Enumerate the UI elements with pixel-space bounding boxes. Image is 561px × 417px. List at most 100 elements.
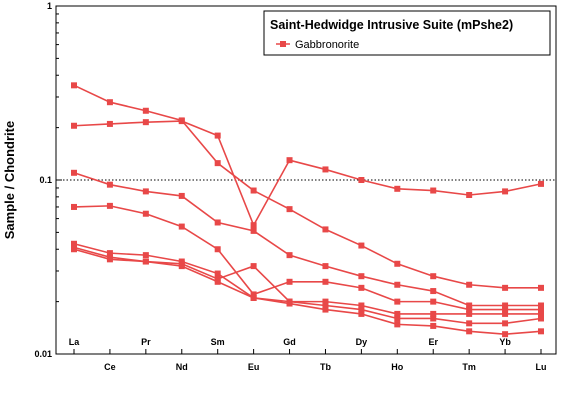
series-layer (71, 82, 544, 338)
data-point (250, 187, 257, 194)
data-point (142, 252, 149, 259)
data-point (106, 181, 113, 188)
data-point (430, 298, 437, 305)
data-point (322, 166, 329, 173)
data-point (430, 310, 437, 317)
y-tick-label: 0.01 (34, 349, 52, 359)
series-line-7 (73, 248, 542, 335)
data-point (430, 273, 437, 280)
data-point (250, 294, 257, 301)
data-point (250, 222, 257, 229)
y-tick-label: 0.1 (39, 175, 52, 185)
data-point (322, 278, 329, 285)
x-tick-label-pr: Pr (141, 337, 151, 347)
data-point (394, 260, 401, 267)
data-point (178, 192, 185, 199)
data-point (502, 302, 509, 309)
data-point (106, 256, 113, 263)
data-point (214, 246, 221, 253)
data-point (214, 219, 221, 226)
data-point (394, 321, 401, 328)
data-point (71, 240, 77, 247)
y-axis-ticks: 1 0.1 0.01 (34, 1, 62, 359)
data-point (538, 180, 544, 187)
data-point (142, 210, 149, 217)
legend: Saint-Hedwidge Intrusive Suite (mPshe2) … (263, 10, 551, 56)
data-point (286, 206, 293, 213)
data-point (538, 306, 544, 313)
data-point (430, 322, 437, 329)
data-point (502, 331, 509, 338)
data-point (538, 315, 544, 322)
data-point (466, 320, 473, 327)
data-point (214, 270, 221, 277)
data-point (358, 306, 365, 313)
data-point (322, 263, 329, 270)
data-point (71, 82, 77, 89)
series-line-2 (73, 120, 542, 228)
data-point (394, 298, 401, 305)
data-point (358, 177, 365, 183)
data-point (466, 191, 473, 198)
y-axis-label: Sample / Chondrite (2, 121, 17, 239)
series-line-5 (73, 243, 541, 315)
data-point (466, 281, 473, 288)
legend-title: Saint-Hedwidge Intrusive Suite (mPshe2) (270, 18, 513, 32)
data-point (71, 122, 77, 129)
data-point (286, 157, 293, 164)
data-point (466, 328, 473, 335)
data-point (502, 284, 509, 291)
data-point (502, 188, 509, 195)
data-point (394, 310, 401, 317)
data-point (142, 188, 149, 195)
data-point (178, 118, 185, 125)
x-axis-ticks: La Ce Pr Nd Sm Eu Gd Tb Dy Ho Er Tm Yb Lu (69, 337, 547, 372)
x-tick-label-dy: Dy (356, 337, 368, 347)
data-point (250, 263, 257, 270)
x-tick-label-la: La (69, 337, 80, 347)
data-point (250, 227, 257, 234)
data-point (250, 291, 257, 298)
x-tick-label-nd: Nd (176, 362, 188, 372)
x-tick-label-ce: Ce (104, 362, 116, 372)
data-point (322, 306, 329, 313)
series-line-1 (73, 84, 541, 289)
data-point (502, 320, 509, 327)
data-point (322, 298, 329, 305)
data-point (358, 242, 365, 249)
data-point (286, 300, 293, 307)
data-point (394, 185, 401, 192)
x-tick-label-lu: Lu (536, 362, 547, 372)
series-line-3 (73, 172, 541, 307)
data-point (358, 310, 365, 317)
x-tick-label-tb: Tb (320, 362, 331, 372)
data-point (106, 120, 113, 127)
data-point (538, 328, 544, 335)
x-tick-label-ho: Ho (391, 362, 403, 372)
data-point (214, 160, 221, 167)
data-point (430, 315, 437, 322)
x-tick-label-sm: Sm (211, 337, 225, 347)
data-point (430, 187, 437, 194)
data-point (106, 250, 113, 257)
data-point (71, 203, 77, 210)
data-point (502, 306, 509, 313)
x-tick-label-er: Er (428, 337, 438, 347)
data-point (142, 119, 149, 126)
data-point (430, 288, 437, 295)
data-point (538, 284, 544, 291)
data-point (71, 246, 77, 253)
data-point (358, 302, 365, 309)
data-point (142, 107, 149, 114)
x-tick-label-eu: Eu (248, 362, 260, 372)
series-line-4 (73, 205, 541, 311)
data-point (394, 281, 401, 288)
legend-marker-icon (280, 41, 286, 47)
data-point (466, 306, 473, 313)
data-point (142, 258, 149, 265)
data-point (286, 278, 293, 285)
data-point (538, 302, 544, 309)
data-point (214, 278, 221, 285)
x-tick-label-gd: Gd (283, 337, 296, 347)
